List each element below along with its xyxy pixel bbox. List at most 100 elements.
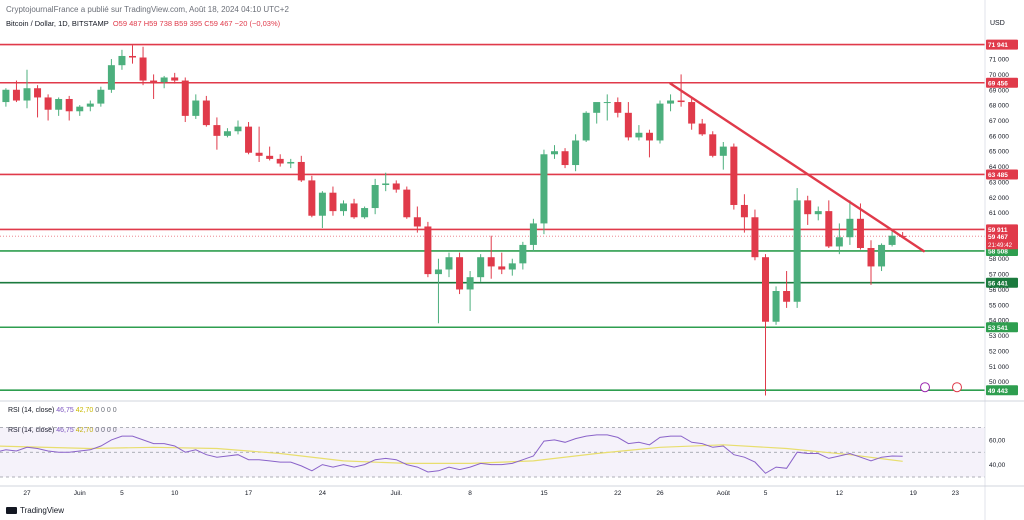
- candle-body[interactable]: [814, 211, 822, 215]
- level-price-tag: [986, 39, 1018, 50]
- candle-body[interactable]: [582, 112, 590, 141]
- candle-body[interactable]: [318, 192, 326, 216]
- candle-body[interactable]: [498, 266, 506, 270]
- candle-body[interactable]: [245, 126, 253, 153]
- candle-body[interactable]: [878, 244, 886, 267]
- candle-body[interactable]: [118, 55, 126, 66]
- candle-body[interactable]: [614, 102, 622, 113]
- candle-body[interactable]: [192, 100, 200, 116]
- candle-body[interactable]: [340, 203, 347, 212]
- rsi-ma-line[interactable]: [0, 444, 903, 464]
- candle-body[interactable]: [540, 154, 548, 224]
- candle-body[interactable]: [255, 152, 263, 156]
- candle-body[interactable]: [308, 180, 316, 216]
- candle-body[interactable]: [445, 257, 453, 270]
- level-price-tag: [986, 224, 1018, 235]
- candle-body[interactable]: [234, 126, 242, 132]
- candle-body[interactable]: [677, 100, 685, 103]
- candle-body[interactable]: [23, 88, 31, 101]
- rsi-line[interactable]: [0, 434, 903, 474]
- candle-body[interactable]: [888, 235, 896, 245]
- time-tick-label: 23: [952, 490, 960, 497]
- candle-body[interactable]: [86, 103, 94, 107]
- candle-body[interactable]: [635, 132, 643, 138]
- candle-body[interactable]: [772, 291, 780, 322]
- candle-body[interactable]: [34, 88, 42, 98]
- candle-body[interactable]: [487, 257, 495, 267]
- candle-body[interactable]: [561, 151, 569, 166]
- candle-body[interactable]: [434, 269, 442, 275]
- descending-trendline[interactable]: [669, 82, 925, 253]
- candle-body[interactable]: [762, 257, 769, 322]
- candle-body[interactable]: [12, 89, 20, 101]
- candle-body[interactable]: [825, 211, 833, 247]
- tradingview-logo[interactable]: TradingView: [6, 506, 64, 515]
- candle-body[interactable]: [846, 218, 854, 238]
- candle-body[interactable]: [688, 102, 696, 124]
- candle-body[interactable]: [424, 226, 432, 275]
- candle-body[interactable]: [160, 77, 168, 83]
- candle-body[interactable]: [719, 146, 727, 156]
- candle-body[interactable]: [793, 200, 801, 302]
- candle-body[interactable]: [413, 217, 421, 227]
- candle-body[interactable]: [65, 98, 73, 112]
- time-tick-label: 5: [764, 490, 768, 497]
- candle-body[interactable]: [266, 155, 274, 159]
- candle-body[interactable]: [97, 89, 105, 104]
- candle-body[interactable]: [603, 102, 611, 104]
- candle-body[interactable]: [276, 158, 284, 164]
- candle-body[interactable]: [129, 55, 136, 58]
- candle-body[interactable]: [55, 98, 63, 110]
- countdown-label: 21:49:42: [988, 242, 1013, 249]
- candle-body[interactable]: [740, 204, 748, 218]
- rsi-legend[interactable]: RSI (14, close) 46,75 42,70 0 0 0 0: [8, 427, 117, 434]
- candle-body[interactable]: [709, 134, 717, 156]
- event-marker-icon[interactable]: [920, 382, 930, 393]
- candle-body[interactable]: [730, 146, 738, 205]
- candle-body[interactable]: [519, 244, 527, 264]
- candle-body[interactable]: [44, 97, 52, 110]
- candle-body[interactable]: [508, 263, 516, 270]
- candle-body[interactable]: [698, 123, 706, 135]
- rsi-legend-collapsed[interactable]: RSI (14, close) 46,75 42,70 0 0 0 0: [8, 407, 117, 414]
- event-marker-icon[interactable]: [952, 382, 962, 393]
- candle-body[interactable]: [297, 161, 305, 181]
- symbol-name[interactable]: Bitcoin / Dollar, 1D, BITSTAMP: [6, 19, 109, 28]
- candle-body[interactable]: [783, 291, 791, 302]
- candle-body[interactable]: [656, 103, 664, 141]
- candle-body[interactable]: [551, 151, 558, 155]
- candle-body[interactable]: [329, 192, 337, 212]
- candle-body[interactable]: [361, 208, 369, 218]
- candle-body[interactable]: [572, 140, 580, 166]
- candle-body[interactable]: [624, 112, 632, 138]
- candle-body[interactable]: [350, 203, 358, 218]
- candle-body[interactable]: [856, 218, 864, 248]
- candle-body[interactable]: [171, 77, 179, 81]
- candle-body[interactable]: [202, 100, 210, 126]
- candle-body[interactable]: [477, 257, 485, 278]
- candle-body[interactable]: [382, 183, 390, 186]
- candle-body[interactable]: [403, 189, 411, 218]
- candle-body[interactable]: [593, 102, 601, 113]
- candle-body[interactable]: [150, 80, 158, 83]
- candle-body[interactable]: [181, 80, 189, 116]
- candle-body[interactable]: [466, 277, 474, 290]
- candle-body[interactable]: [287, 161, 295, 164]
- candle-body[interactable]: [76, 106, 84, 112]
- candle-body[interactable]: [835, 237, 843, 247]
- candle-body[interactable]: [529, 223, 537, 245]
- candle-body[interactable]: [392, 183, 400, 190]
- candle-body[interactable]: [371, 185, 379, 209]
- candle-body[interactable]: [867, 247, 875, 267]
- candle-body[interactable]: [751, 217, 759, 258]
- candle-body[interactable]: [139, 57, 147, 81]
- candle-body[interactable]: [107, 65, 115, 90]
- candle-body[interactable]: [667, 100, 675, 104]
- candle-body[interactable]: [2, 89, 10, 103]
- candle-body[interactable]: [645, 132, 653, 141]
- candle-body[interactable]: [804, 200, 812, 215]
- candle-body[interactable]: [223, 131, 231, 136]
- candle-body[interactable]: [213, 125, 221, 136]
- candle-body[interactable]: [456, 257, 464, 290]
